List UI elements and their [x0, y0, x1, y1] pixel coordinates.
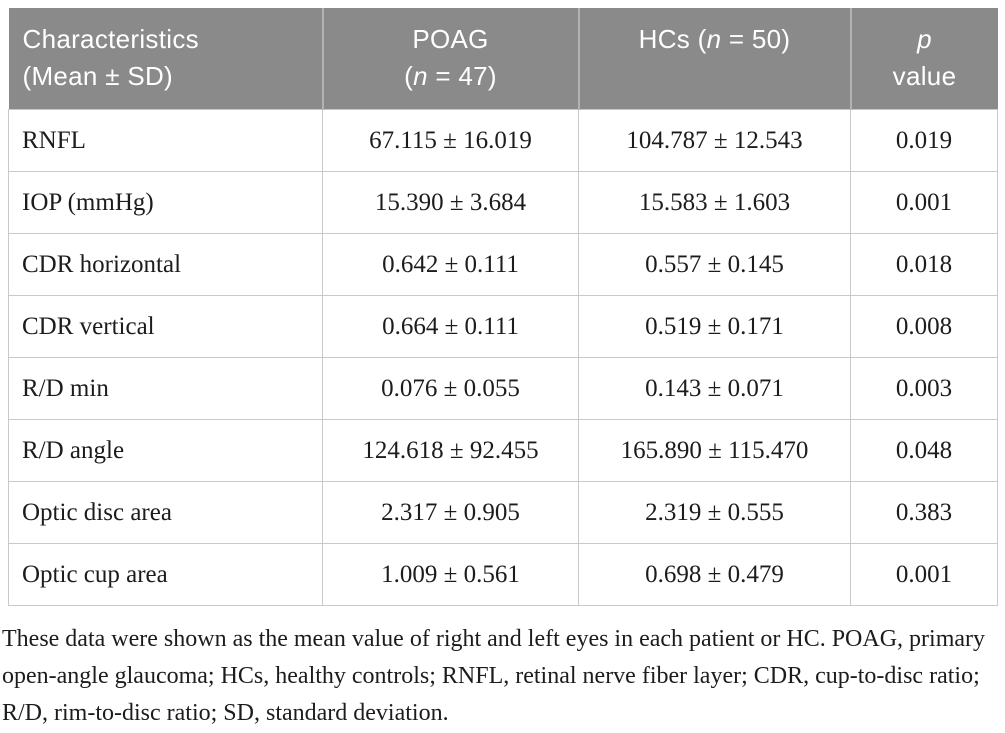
- header-p-label: value: [892, 61, 957, 91]
- p-value: 0.383: [850, 481, 998, 544]
- header-poag-line1: POAG: [412, 24, 489, 54]
- poag-value: 67.115 ± 16.019: [322, 109, 579, 172]
- p-value: 0.018: [850, 233, 998, 296]
- table-row: R/D min 0.076 ± 0.055 0.143 ± 0.071 0.00…: [8, 357, 998, 420]
- poag-value: 15.390 ± 3.684: [322, 171, 579, 234]
- p-value: 0.003: [850, 357, 998, 420]
- poag-value: 124.618 ± 92.455: [322, 419, 579, 482]
- hcs-value: 0.698 ± 0.479: [578, 543, 851, 606]
- table-row: Optic disc area 2.317 ± 0.905 2.319 ± 0.…: [8, 481, 998, 544]
- row-label: RNFL: [8, 109, 323, 172]
- header-hcs-post: = 50): [721, 24, 791, 54]
- row-label: R/D angle: [8, 419, 323, 482]
- header-poag-n-italic: n: [413, 61, 428, 91]
- header-hcs-pre: HCs (: [638, 24, 707, 54]
- row-label: IOP (mmHg): [8, 171, 323, 234]
- p-value: 0.048: [850, 419, 998, 482]
- table-row: CDR horizontal 0.642 ± 0.111 0.557 ± 0.1…: [8, 233, 998, 296]
- header-characteristics-line2: (Mean ± SD): [22, 61, 173, 91]
- hcs-value: 0.519 ± 0.171: [578, 295, 851, 358]
- table-row: R/D angle 124.618 ± 92.455 165.890 ± 115…: [8, 419, 998, 482]
- p-value: 0.001: [850, 543, 998, 606]
- table-footnote: These data were shown as the mean value …: [2, 626, 986, 726]
- p-value: 0.008: [850, 295, 998, 358]
- row-label: Optic cup area: [8, 543, 323, 606]
- table-row: CDR vertical 0.664 ± 0.111 0.519 ± 0.171…: [8, 295, 998, 358]
- hcs-value: 0.557 ± 0.145: [578, 233, 851, 296]
- p-value: 0.001: [850, 171, 998, 234]
- header-poag-n-rest: = 47): [427, 61, 497, 91]
- hcs-value: 2.319 ± 0.555: [578, 481, 851, 544]
- hcs-value: 104.787 ± 12.543: [578, 109, 851, 172]
- poag-value: 1.009 ± 0.561: [322, 543, 579, 606]
- row-label: CDR horizontal: [8, 233, 323, 296]
- header-p-symbol: p: [860, 21, 990, 58]
- hcs-value: 0.143 ± 0.071: [578, 357, 851, 420]
- col-header-characteristics: Characteristics (Mean ± SD): [8, 8, 323, 110]
- row-label: CDR vertical: [8, 295, 323, 358]
- col-header-hcs: HCs (n = 50): [577, 8, 851, 110]
- header-hcs-n-italic: n: [706, 24, 722, 54]
- hcs-value: 165.890 ± 115.470: [578, 419, 851, 482]
- table-row: IOP (mmHg) 15.390 ± 3.684 15.583 ± 1.603…: [8, 171, 998, 234]
- poag-value: 0.664 ± 0.111: [322, 295, 579, 358]
- header-row: Characteristics (Mean ± SD) POAG (n = 47…: [8, 8, 998, 110]
- row-label: Optic disc area: [8, 481, 323, 544]
- table-row: RNFL 67.115 ± 16.019 104.787 ± 12.543 0.…: [8, 109, 998, 172]
- hcs-value: 15.583 ± 1.603: [578, 171, 851, 234]
- col-header-pvalue: p value: [849, 8, 998, 110]
- header-poag-paren-open: (: [404, 61, 414, 91]
- header-p-italic: p: [917, 24, 932, 54]
- row-label: R/D min: [8, 357, 323, 420]
- col-header-poag: POAG (n = 47): [321, 8, 579, 110]
- characteristics-table: Characteristics (Mean ± SD) POAG (n = 47…: [8, 8, 998, 606]
- poag-value: 2.317 ± 0.905: [322, 481, 579, 544]
- header-characteristics-line1: Characteristics: [22, 24, 199, 54]
- header-poag-line2: (n = 47): [332, 58, 570, 95]
- p-value: 0.019: [850, 109, 998, 172]
- table-row: Optic cup area 1.009 ± 0.561 0.698 ± 0.4…: [8, 543, 998, 606]
- header-hcs-line: HCs (n = 50): [588, 21, 842, 58]
- poag-value: 0.642 ± 0.111: [322, 233, 579, 296]
- poag-value: 0.076 ± 0.055: [322, 357, 579, 420]
